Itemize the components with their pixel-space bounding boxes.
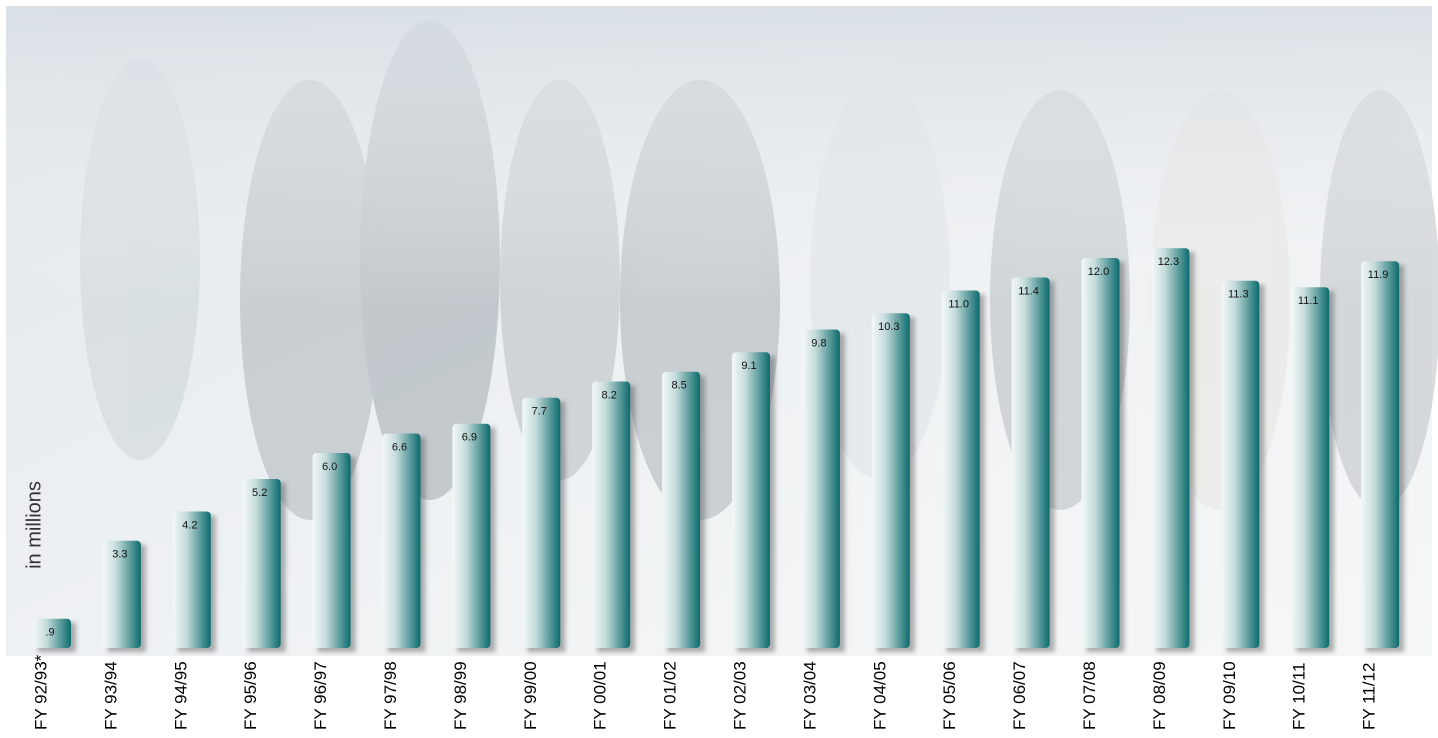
bar (313, 453, 351, 648)
x-tick-label: FY 02/03 (730, 661, 749, 730)
bar (1082, 258, 1120, 648)
x-tick-label: FY 06/07 (1010, 661, 1029, 730)
x-tick-label: FY 96/97 (311, 661, 330, 730)
value-label: 11.9 (1368, 269, 1389, 281)
bar (383, 434, 421, 649)
bar (452, 424, 490, 648)
bar (1221, 281, 1259, 648)
x-tick-label: FY 03/04 (800, 661, 819, 730)
x-tick-label: FY 10/11 (1290, 663, 1309, 730)
chart: in millions .9 FY 92/93* 3.3 FY 93/94 4.2 FY … (0, 0, 1438, 738)
bar (1291, 287, 1329, 648)
x-tick-label: FY 95/96 (241, 661, 260, 730)
value-label: 11.3 (1228, 289, 1249, 301)
x-tick-label: FY 01/02 (661, 661, 680, 730)
value-label: 6.0 (322, 461, 337, 473)
value-label: 6.6 (392, 441, 407, 453)
bar (592, 382, 630, 649)
value-label: 8.2 (602, 389, 617, 401)
bar (662, 372, 700, 648)
photo-haze (6, 6, 1432, 306)
x-tick-label: FY 08/09 (1150, 661, 1169, 730)
value-label: 4.2 (182, 519, 197, 531)
value-label: 8.5 (671, 380, 686, 392)
value-label: 12.0 (1088, 266, 1109, 278)
x-tick-label: FY 09/10 (1220, 661, 1239, 730)
bar (173, 512, 211, 649)
x-tick-label: FY 11/12 (1360, 663, 1379, 730)
bar (732, 352, 770, 648)
x-tick-label: FY 99/00 (521, 661, 540, 730)
bar (522, 398, 560, 648)
value-label: 10.3 (878, 321, 899, 333)
x-tick-label: FY 98/99 (451, 661, 470, 730)
x-tick-label: FY 93/94 (101, 661, 120, 730)
value-label: 7.7 (532, 406, 547, 418)
value-label: 11.1 (1298, 295, 1319, 307)
bar (802, 330, 840, 649)
value-label: 5.2 (252, 487, 267, 499)
x-tick-label: FY 92/93* (31, 654, 50, 730)
value-label: 12.3 (1158, 256, 1179, 268)
y-axis-label: in millions (23, 481, 45, 569)
value-label: 11.0 (948, 298, 969, 310)
x-tick-label: FY 07/08 (1080, 661, 1099, 730)
x-tick-label: FY 04/05 (870, 661, 889, 730)
x-tick-label: FY 05/06 (940, 661, 959, 730)
value-label: 3.3 (112, 549, 127, 561)
value-label: 11.4 (1018, 285, 1039, 297)
bar (872, 313, 910, 648)
value-label: 6.9 (462, 432, 477, 444)
bar (243, 479, 281, 648)
x-tick-label: FY 97/98 (381, 661, 400, 730)
x-tick-label: FY 00/01 (591, 661, 610, 730)
value-label: .9 (45, 627, 54, 639)
x-tick-label: FY 94/95 (171, 661, 190, 730)
value-label: 9.8 (811, 337, 826, 349)
bar (1361, 261, 1399, 648)
bar (1151, 248, 1189, 648)
value-label: 9.1 (741, 360, 756, 372)
bar (942, 291, 980, 649)
bar (1012, 278, 1050, 649)
